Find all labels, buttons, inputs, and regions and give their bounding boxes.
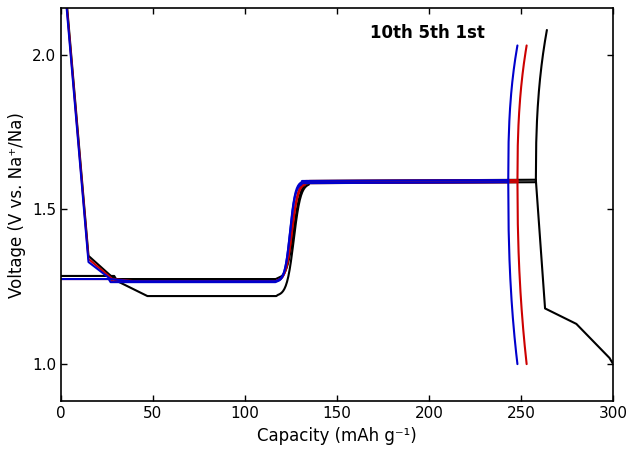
Y-axis label: Voltage (V vs. Na⁺/Na): Voltage (V vs. Na⁺/Na) (8, 112, 26, 298)
X-axis label: Capacity (mAh g⁻¹): Capacity (mAh g⁻¹) (257, 427, 417, 445)
Text: 10th 5th 1st: 10th 5th 1st (370, 24, 485, 42)
